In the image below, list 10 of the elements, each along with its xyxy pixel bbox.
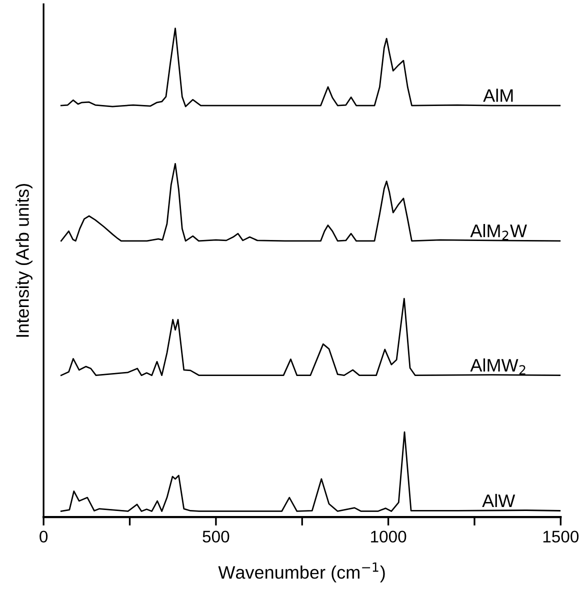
x-tick-label: 500 — [202, 530, 230, 543]
series-label: AlW — [482, 494, 516, 507]
y-axis-title: Intensity (Arb units) — [16, 184, 32, 337]
x-tick-label: 0 — [40, 530, 48, 543]
series-label: AlM$_{2}$W — [470, 224, 527, 240]
series-label: AlM — [483, 88, 513, 102]
x-tick-label: 1000 — [371, 530, 406, 543]
x-axis-title: Wavenumber (cm$^{−1}$) — [218, 562, 385, 582]
x-tick-label: 1500 — [543, 530, 579, 543]
series-label: AlMW$_{2}$ — [470, 358, 526, 374]
